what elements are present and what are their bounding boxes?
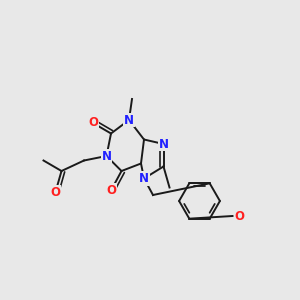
Text: O: O	[106, 184, 116, 197]
Text: N: N	[124, 113, 134, 127]
Text: N: N	[139, 172, 149, 185]
Text: O: O	[234, 209, 244, 223]
Text: O: O	[50, 185, 61, 199]
Text: N: N	[158, 137, 169, 151]
Text: O: O	[88, 116, 98, 130]
Text: N: N	[101, 149, 112, 163]
